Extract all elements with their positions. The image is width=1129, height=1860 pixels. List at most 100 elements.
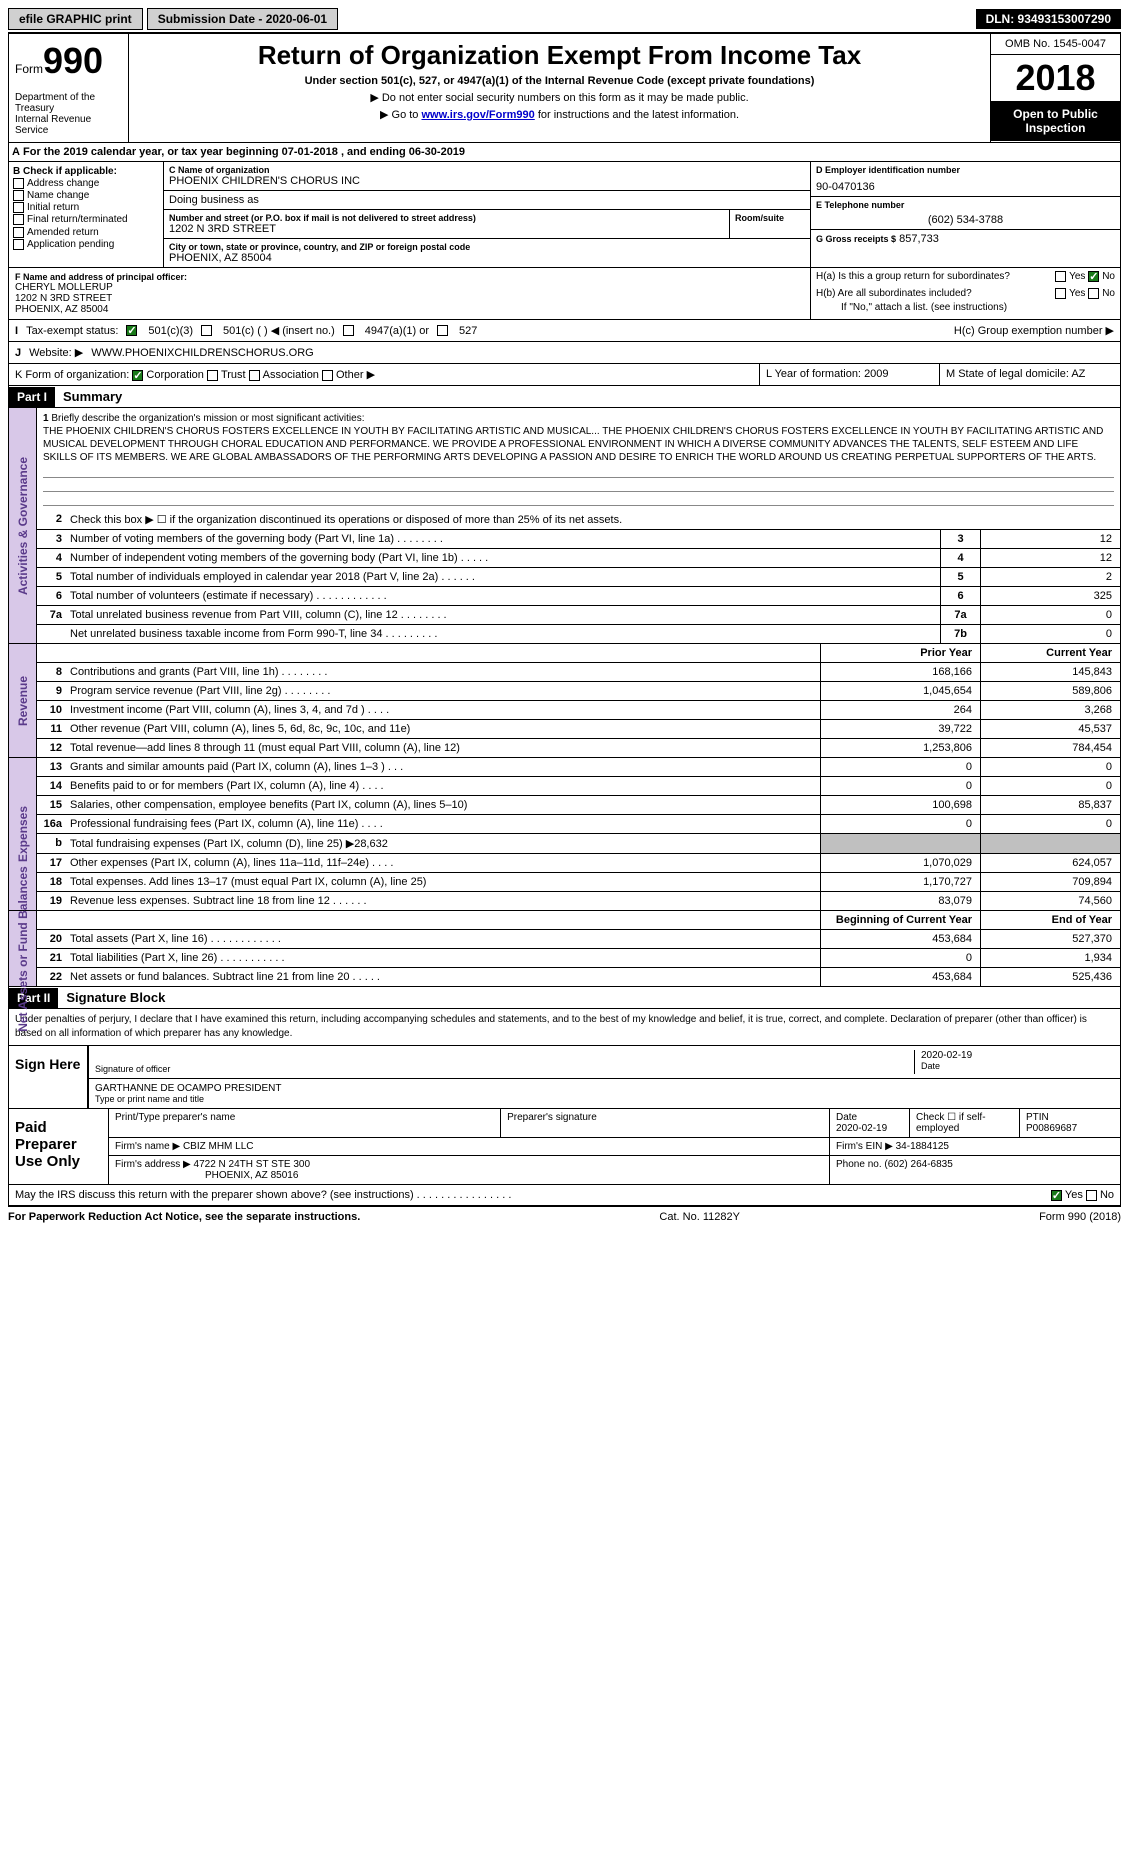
cb-527[interactable]	[437, 325, 448, 336]
form-label: Form	[15, 62, 43, 76]
ptin-label: PTIN	[1026, 1112, 1049, 1123]
vtab-expenses: Expenses	[16, 806, 30, 862]
part1-title: Summary	[55, 386, 130, 407]
officer-city: PHOENIX, AZ 85004	[15, 304, 804, 315]
box-b: B Check if applicable: Address change Na…	[9, 162, 164, 267]
cb-other[interactable]	[322, 370, 333, 381]
cb-trust[interactable]	[207, 370, 218, 381]
cb-name-change[interactable]: Name change	[13, 190, 159, 201]
cb-final-return[interactable]: Final return/terminated	[13, 214, 159, 225]
firm-addr-label: Firm's address ▶	[115, 1159, 191, 1170]
discuss-no[interactable]	[1086, 1190, 1097, 1201]
discuss-yes[interactable]	[1051, 1190, 1062, 1201]
firm-phone: (602) 264-6835	[884, 1159, 952, 1170]
table-row: 3Number of voting members of the governi…	[37, 530, 1120, 549]
ha-label: H(a) Is this a group return for subordin…	[816, 271, 1010, 282]
paperwork-notice: For Paperwork Reduction Act Notice, see …	[8, 1211, 360, 1223]
cb-4947[interactable]	[343, 325, 354, 336]
ein: 90-0470136	[816, 181, 1115, 193]
discuss-row: May the IRS discuss this return with the…	[8, 1185, 1121, 1206]
cb-501c3[interactable]	[126, 325, 137, 336]
firm-addr: 4722 N 24TH ST STE 300	[194, 1159, 311, 1170]
dept-treasury: Department of the Treasury Internal Reve…	[15, 92, 122, 136]
begin-year-hdr: Beginning of Current Year	[820, 911, 980, 929]
irs-link[interactable]: www.irs.gov/Form990	[421, 109, 534, 121]
gross-receipts: 857,733	[899, 233, 939, 245]
cb-initial-return[interactable]: Initial return	[13, 202, 159, 213]
firm-ein-label: Firm's EIN ▶	[836, 1141, 893, 1152]
tax-status-row: ITax-exempt status: 501(c)(3) 501(c) ( )…	[8, 320, 1121, 342]
curr-year-hdr: Current Year	[980, 644, 1120, 662]
vtab-revenue: Revenue	[16, 675, 30, 725]
vtab-balances: Net Assets or Fund Balances	[16, 866, 30, 1032]
submission-date: Submission Date - 2020-06-01	[147, 8, 338, 30]
firm-name-label: Firm's name ▶	[115, 1141, 180, 1152]
firm-name: CBIZ MHM LLC	[183, 1141, 254, 1152]
box-e-label: E Telephone number	[816, 200, 1115, 210]
website-row: J Website: ▶ WWW.PHOENIXCHILDRENSCHORUS.…	[8, 342, 1121, 364]
balances-section: Net Assets or Fund Balances Beginning of…	[8, 911, 1121, 987]
table-row: Net unrelated business taxable income fr…	[37, 625, 1120, 643]
phone: (602) 534-3788	[816, 214, 1115, 226]
firm-ein: 34-1884125	[896, 1141, 949, 1152]
sig-name-label: Type or print name and title	[95, 1094, 1114, 1104]
box-g-label: G Gross receipts $	[816, 234, 896, 244]
city-label: City or town, state or province, country…	[169, 242, 805, 252]
table-row: 16aProfessional fundraising fees (Part I…	[37, 815, 1120, 834]
room-label: Room/suite	[735, 213, 805, 223]
cb-application-pending[interactable]: Application pending	[13, 239, 159, 250]
box-m: M State of legal domicile: AZ	[940, 364, 1120, 385]
sig-date-label: Date	[921, 1061, 1114, 1071]
hb-note: If "No," attach a list. (see instruction…	[811, 302, 1120, 316]
org-name: PHOENIX CHILDREN'S CHORUS INC	[169, 175, 805, 187]
line-a: A For the 2019 calendar year, or tax yea…	[8, 143, 1121, 162]
firm-city: PHOENIX, AZ 85016	[205, 1170, 298, 1181]
dba-label: Doing business as	[169, 194, 805, 206]
efile-button[interactable]: efile GRAPHIC print	[8, 8, 143, 30]
form-title: Return of Organization Exempt From Incom…	[135, 40, 984, 71]
part1-header: Part I	[9, 387, 55, 407]
part2-title: Signature Block	[58, 987, 173, 1008]
expenses-section: Expenses 13Grants and similar amounts pa…	[8, 758, 1121, 911]
table-row: 14Benefits paid to or for members (Part …	[37, 777, 1120, 796]
table-row: 12Total revenue—add lines 8 through 11 (…	[37, 739, 1120, 757]
cb-501c[interactable]	[201, 325, 212, 336]
ha-yes[interactable]	[1055, 271, 1066, 282]
mission-block: 1 Briefly describe the organization's mi…	[37, 408, 1120, 510]
header-grid: B Check if applicable: Address change Na…	[8, 162, 1121, 268]
mission-text: THE PHOENIX CHILDREN'S CHORUS FOSTERS EX…	[43, 426, 1103, 463]
hb-label: H(b) Are all subordinates included?	[816, 288, 972, 299]
line2: Check this box ▶ ☐ if the organization d…	[65, 510, 1120, 529]
prep-name-hdr: Print/Type preparer's name	[109, 1109, 501, 1137]
table-row: 4Number of independent voting members of…	[37, 549, 1120, 568]
sign-here-label: Sign Here	[9, 1046, 89, 1108]
table-row: 5Total number of individuals employed in…	[37, 568, 1120, 587]
page-footer: For Paperwork Reduction Act Notice, see …	[8, 1206, 1121, 1227]
hb-no[interactable]	[1088, 288, 1099, 299]
officer-addr: 1202 N 3RD STREET	[15, 293, 804, 304]
open-inspection: Open to Public Inspection	[991, 101, 1120, 141]
form-number: 990	[43, 40, 103, 81]
prior-year-hdr: Prior Year	[820, 644, 980, 662]
form-header: Form990 Department of the Treasury Inter…	[8, 32, 1121, 143]
officer-name: CHERYL MOLLERUP	[15, 282, 804, 293]
website-url[interactable]: WWW.PHOENIXCHILDRENSCHORUS.ORG	[91, 347, 313, 359]
ha-no[interactable]	[1088, 271, 1099, 282]
table-row: 10Investment income (Part VIII, column (…	[37, 701, 1120, 720]
cb-assoc[interactable]	[249, 370, 260, 381]
ptin-value: P00869687	[1026, 1123, 1077, 1134]
hc-label: H(c) Group exemption number ▶	[954, 324, 1114, 337]
sig-officer-label: Signature of officer	[95, 1064, 914, 1074]
cb-corp[interactable]	[132, 370, 143, 381]
cb-amended-return[interactable]: Amended return	[13, 227, 159, 238]
revenue-section: Revenue Prior YearCurrent Year 8Contribu…	[8, 644, 1121, 758]
hb-yes[interactable]	[1055, 288, 1066, 299]
table-row: 20Total assets (Part X, line 16) . . . .…	[37, 930, 1120, 949]
prep-sig-hdr: Preparer's signature	[501, 1109, 830, 1137]
paid-preparer-block: Paid Preparer Use Only Print/Type prepar…	[8, 1109, 1121, 1185]
cb-address-change[interactable]: Address change	[13, 178, 159, 189]
prep-selfemp[interactable]: Check ☐ if self-employed	[910, 1109, 1020, 1137]
firm-phone-label: Phone no.	[836, 1159, 882, 1170]
prep-date-hdr: Date	[836, 1112, 857, 1123]
table-row: 22Net assets or fund balances. Subtract …	[37, 968, 1120, 986]
